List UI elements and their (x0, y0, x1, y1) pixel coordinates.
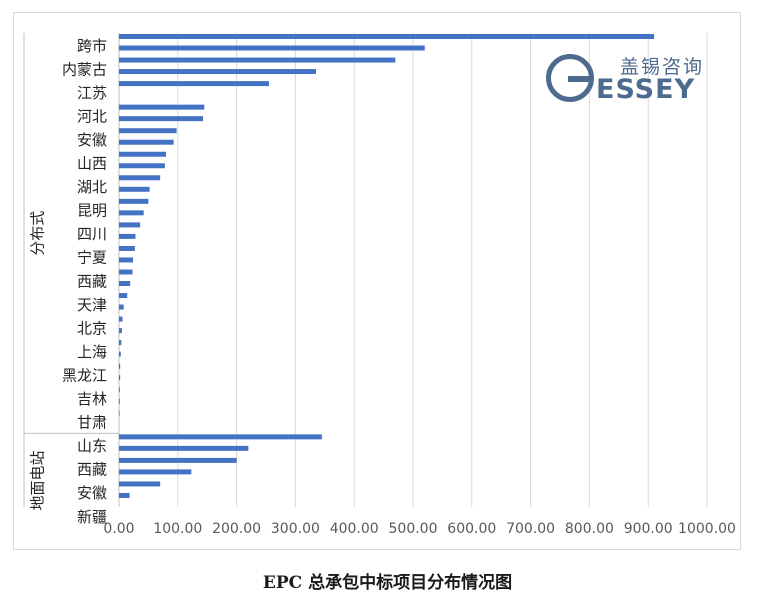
bar (119, 175, 161, 181)
x-tick-label: 300.00 (271, 521, 320, 537)
bar (119, 304, 124, 310)
bar (119, 281, 131, 286)
chart-caption: EPC 总承包中标项目分布情况图 (262, 573, 513, 593)
category-label: 安徽 (77, 484, 107, 502)
bar (119, 387, 120, 393)
bar (119, 163, 165, 169)
category-label: 安徽 (77, 131, 107, 149)
gessey-logo: 盖锡咨询 ESSEY (546, 54, 728, 105)
bar (119, 469, 192, 475)
category-label: 天津 (77, 296, 107, 314)
category-label: 湖北 (77, 178, 107, 196)
bar (119, 151, 167, 157)
x-tick-label: 500.00 (389, 521, 438, 537)
bar (119, 445, 249, 451)
category-label: 黑龙江 (62, 366, 107, 384)
x-tick-label: 0.00 (103, 521, 134, 537)
category-label: 北京 (77, 319, 107, 337)
bar (119, 233, 136, 239)
bar (119, 457, 237, 463)
category-label: 上海 (77, 343, 107, 361)
category-label: 昆明 (77, 202, 107, 220)
category-label: 山西 (77, 155, 107, 173)
category-label: 吉林 (77, 390, 107, 408)
bar (119, 69, 316, 75)
chart-frame: 0.00 100.00 200.00 300.00 400.00 500.00 600.00… (13, 12, 741, 550)
bar (119, 198, 149, 204)
x-tick-label: 800.00 (565, 521, 614, 537)
bar (119, 34, 655, 39)
bar (119, 351, 121, 357)
category-label: 西藏 (77, 461, 107, 479)
category-label: 山东 (77, 437, 107, 455)
logo-g-ring-icon (546, 54, 594, 102)
bar (119, 45, 425, 51)
x-tick-label: 600.00 (447, 521, 496, 537)
bar (119, 481, 161, 487)
bar (119, 57, 396, 63)
category-label: 宁夏 (77, 249, 107, 267)
category-label: 内蒙古 (62, 60, 107, 78)
x-tick-label: 700.00 (506, 521, 555, 537)
x-tick-label: 400.00 (330, 521, 379, 537)
bar (119, 410, 120, 416)
x-tick-label: 900.00 (624, 521, 673, 537)
category-label: 西藏 (77, 272, 107, 290)
group-label: 地面电站 (29, 450, 47, 510)
bar (119, 139, 174, 145)
bar-chart: 0.00 100.00 200.00 300.00 400.00 500.00 600.00… (23, 33, 736, 537)
category-label: 跨市 (77, 37, 107, 55)
bar (119, 398, 120, 404)
logo-chinese-text: 盖锡咨询 (620, 56, 705, 78)
category-label: 甘肃 (77, 414, 107, 432)
bar (119, 328, 122, 334)
bar (119, 222, 141, 228)
category-label: 江苏 (77, 84, 107, 102)
bar (119, 316, 123, 322)
bar (119, 81, 269, 87)
bar (119, 104, 205, 110)
bar (119, 492, 130, 498)
bar (119, 340, 122, 346)
bar (119, 210, 144, 216)
category-label: 河北 (77, 107, 107, 125)
bar (119, 293, 128, 299)
bar (119, 186, 150, 192)
bar (119, 269, 133, 275)
bar (119, 434, 322, 440)
x-tick-label: 200.00 (212, 521, 261, 537)
bar (119, 363, 121, 369)
category-label: 新疆 (77, 508, 107, 526)
bar (119, 116, 204, 122)
logo-english-text: ESSEY (596, 74, 696, 105)
bar (119, 257, 134, 263)
x-tick-label: 100.00 (153, 521, 202, 537)
logo-g-bar-icon (568, 76, 590, 82)
category-label: 四川 (77, 225, 107, 243)
bar (119, 245, 135, 251)
x-tick-label: 1000.00 (678, 521, 736, 537)
bar (119, 128, 177, 134)
bar (119, 375, 121, 381)
group-label: 分布式 (29, 211, 47, 256)
